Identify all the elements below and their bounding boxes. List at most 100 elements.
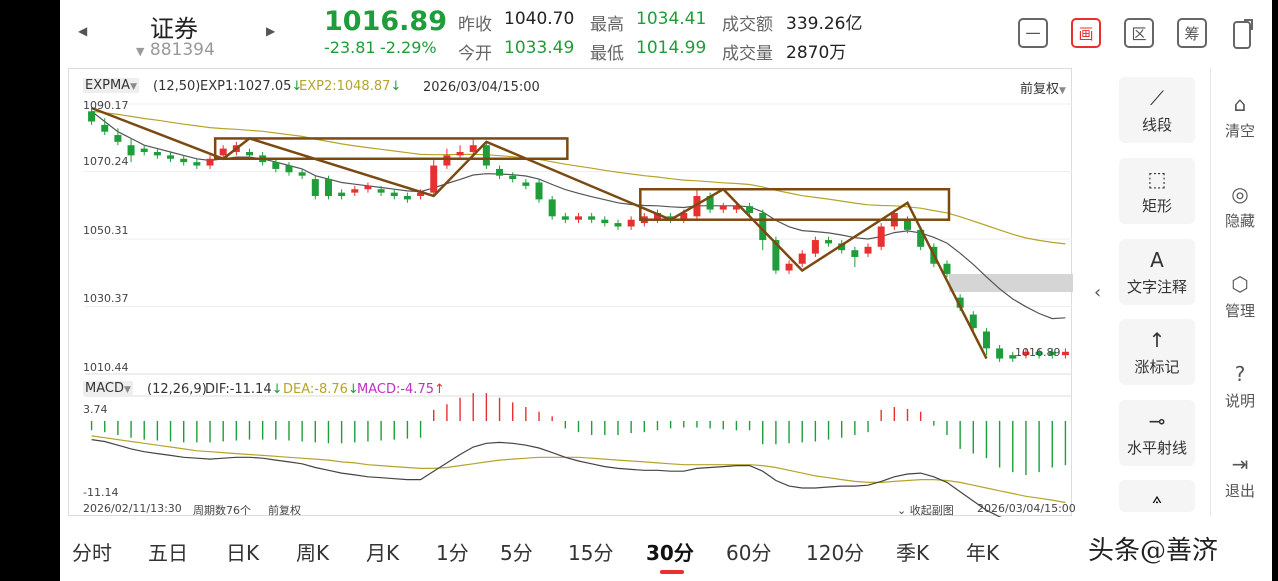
dea-label: DEA:-8.76↓ <box>283 382 359 397</box>
rectangle-tool[interactable]: ⬚ 矩形 <box>1119 158 1195 224</box>
draw-icon[interactable]: 画 <box>1071 18 1101 48</box>
candle-body <box>351 189 359 193</box>
candle-body <box>219 148 227 156</box>
horizontal-ray-tool[interactable]: ⊸ 水平射线 <box>1119 400 1195 466</box>
tab-five-day[interactable]: 五日 <box>148 541 188 565</box>
price-change-pct: -2.29% <box>380 38 437 57</box>
candle-body <box>653 212 661 220</box>
pattern-icon: ⟑ <box>1152 488 1162 507</box>
tab-1min[interactable]: 1分 <box>436 541 469 565</box>
manage-button[interactable]: ⬡ 管理 <box>1210 272 1270 321</box>
tab-5min[interactable]: 5分 <box>500 541 533 565</box>
indicator-name: EXPMA <box>85 78 131 93</box>
hide-label: 隐藏 <box>1224 212 1255 230</box>
tab-60min[interactable]: 60分 <box>726 541 772 565</box>
indicator-params: (12,50) <box>153 79 201 94</box>
y-tick-4: 1030.37 <box>83 292 129 305</box>
clear-label: 清空 <box>1224 122 1255 140</box>
next-stock-arrow[interactable]: ▶ <box>266 24 276 38</box>
tab-year-k[interactable]: 年K <box>966 541 1000 565</box>
chevron-down-icon: ⌄ <box>897 504 907 517</box>
tab-week-k[interactable]: 周K <box>296 541 330 565</box>
tab-15min[interactable]: 15分 <box>568 541 614 565</box>
candle-body <box>298 172 306 176</box>
rectangle-icon: ⬚ <box>1147 166 1167 191</box>
prev-close-label: 昨收 <box>458 15 492 35</box>
candle-body <box>917 229 925 247</box>
macd-selector[interactable]: MACD▼ <box>83 381 133 396</box>
shaded-zone <box>949 274 1073 292</box>
candle-body <box>153 151 161 156</box>
price-change: -23.81 <box>324 38 376 57</box>
last-price-tag: 1016.89 <box>1015 346 1061 359</box>
chip-icon[interactable]: 筹 <box>1177 18 1207 48</box>
candle-body <box>469 145 477 152</box>
candle-body <box>667 216 675 220</box>
kline-chart[interactable] <box>69 69 1073 517</box>
y-tick-5: 1010.44 <box>83 361 129 374</box>
tab-day-k[interactable]: 日K <box>226 541 260 565</box>
candle-body <box>88 111 96 122</box>
dea-line <box>91 435 1066 504</box>
low-label: 最低 <box>590 44 624 64</box>
collapse-tools-arrow[interactable]: ‹ <box>1094 282 1102 303</box>
macd-top-tick: 3.74 <box>83 403 108 416</box>
tab-30min[interactable]: 30分 <box>646 541 694 565</box>
candle-body <box>167 155 175 159</box>
candle-body <box>1061 351 1069 356</box>
range-icon[interactable]: 区 <box>1124 18 1154 48</box>
tab-season-k[interactable]: 季K <box>896 541 930 565</box>
chart-panel[interactable]: EXPMA▼ (12,50) EXP1:1027.05↓ EXP2:1048.8… <box>68 68 1076 518</box>
low-value: 1014.99 <box>636 38 707 58</box>
candle-body <box>509 175 517 180</box>
candle-body <box>759 212 767 241</box>
candle-body <box>548 199 556 217</box>
stock-code-dropdown[interactable]: ▼ 881394 <box>136 40 215 60</box>
tab-intraday[interactable]: 分时 <box>72 541 112 565</box>
draw-tools-divider <box>1210 68 1211 516</box>
rise-mark-label: 涨标记 <box>1134 357 1180 376</box>
adjust-selector[interactable]: 前复权▼ <box>1020 78 1066 97</box>
dif-label: DIF:-11.14↓ <box>205 382 283 397</box>
candle-body <box>114 135 122 142</box>
candle-body <box>364 185 372 190</box>
stock-code: 881394 <box>149 40 215 60</box>
candle-body <box>1048 351 1056 356</box>
candle-body <box>272 162 280 169</box>
chevron-down-icon: ▼ <box>123 385 131 395</box>
clear-icon: ⌂ <box>1233 92 1247 116</box>
minus-box-icon[interactable]: 一 <box>1018 18 1048 48</box>
tab-month-k[interactable]: 月K <box>366 541 400 565</box>
candle-body <box>101 124 109 132</box>
indicator-selector[interactable]: EXPMA▼ <box>83 78 139 93</box>
help-button[interactable]: ? 说明 <box>1210 362 1270 411</box>
prev-close-value: 1040.70 <box>504 9 575 29</box>
y-tick-1: 1090.17 <box>83 99 129 112</box>
prev-stock-arrow[interactable]: ◀ <box>78 24 88 38</box>
rise-mark-tool[interactable]: ↑ 涨标记 <box>1119 319 1195 385</box>
pattern-tool[interactable]: ⟑ <box>1119 480 1195 512</box>
candle-body <box>996 348 1004 359</box>
device-icon[interactable] <box>1230 16 1258 50</box>
candle-body <box>627 219 635 227</box>
text-note-label: 文字注释 <box>1126 277 1187 296</box>
text-note-tool[interactable]: A 文字注释 <box>1119 239 1195 305</box>
dif-value: DIF:-11.14 <box>205 382 272 397</box>
candle-body <box>180 158 188 163</box>
clear-button[interactable]: ⌂ 清空 <box>1210 92 1270 141</box>
app-window: ◀ 证券 ▼ 881394 ▶ 1016.89 -23.81 -2.29% 昨收… <box>60 0 1272 581</box>
drawn-rectangle <box>213 137 569 161</box>
line-segment-tool[interactable]: ⟋ 线段 <box>1119 77 1195 143</box>
exp1-value: EXP1:1027.05 <box>200 79 292 94</box>
chart-datetime: 2026/03/04/15:00 <box>423 80 540 95</box>
dea-value: DEA:-8.76 <box>283 382 348 397</box>
collapse-subchart-button[interactable]: ⌄ 收起副图 <box>897 502 954 518</box>
exit-button[interactable]: ⇥ 退出 <box>1210 452 1270 501</box>
hide-button[interactable]: ◎ 隐藏 <box>1210 182 1270 231</box>
tab-120min[interactable]: 120分 <box>806 541 865 565</box>
candle-body <box>969 314 977 329</box>
candle-body <box>443 155 451 166</box>
candle-body <box>522 182 530 186</box>
candle-body <box>798 253 806 264</box>
line-segment-icon: ⟋ <box>1150 85 1164 110</box>
